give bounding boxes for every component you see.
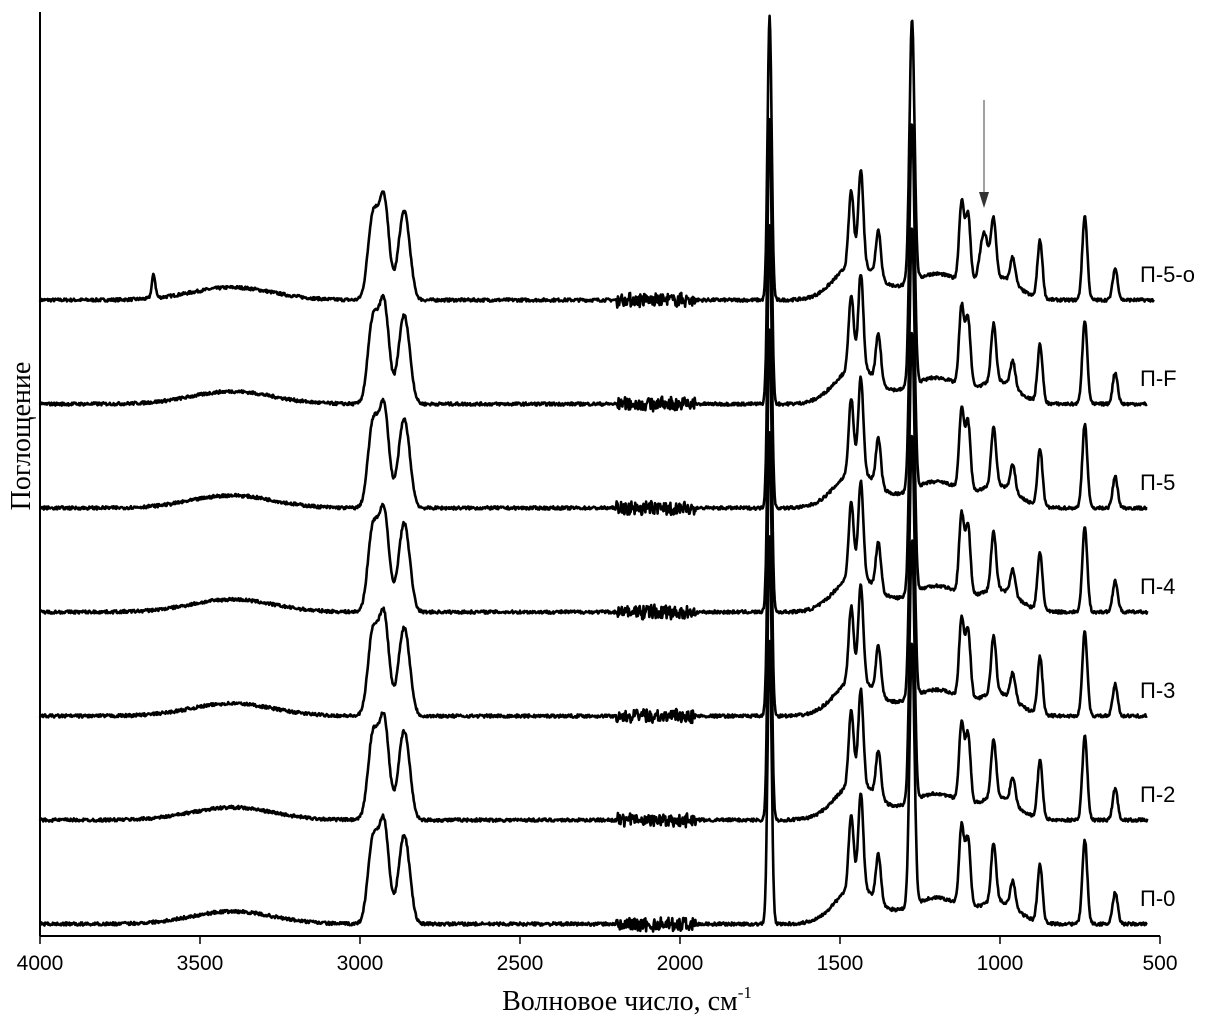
series-label: П-4	[1140, 574, 1175, 599]
series-label: П-5	[1140, 470, 1175, 495]
series-labels: П-5-о П-F П-5 П-4 П-3 П-2 П-0	[1140, 262, 1195, 911]
x-tick-label: 4000	[17, 952, 64, 975]
x-axis-title-text: Волновое число, см	[502, 986, 738, 1017]
arrow-head-icon	[979, 192, 989, 208]
y-axis-title: Поглощение	[6, 362, 37, 511]
series-line	[39, 224, 1148, 517]
x-axis-title: Волновое число, см-1	[502, 983, 752, 1017]
x-tick-label: 3000	[337, 952, 384, 975]
series-label: П-3	[1140, 678, 1175, 703]
x-tick-label: 1500	[817, 952, 864, 975]
series-label: П-F	[1140, 366, 1177, 391]
series-line	[38, 535, 1149, 829]
x-tick-label: 2500	[497, 952, 544, 975]
series-line	[38, 117, 1148, 413]
x-tick-label: 2000	[657, 952, 704, 975]
series-line	[39, 328, 1149, 621]
x-tick-label: 1000	[977, 952, 1024, 975]
series-layer	[38, 14, 1155, 933]
series-line	[39, 639, 1148, 933]
series-label: П-0	[1140, 886, 1175, 911]
series-line	[38, 431, 1148, 725]
x-ticks: 4000 3500 3000 2500 2000 1500 1000 500	[17, 936, 1178, 975]
x-axis-title-superscript: -1	[738, 983, 752, 1002]
series-line	[38, 14, 1155, 309]
x-tick-label: 500	[1142, 952, 1177, 975]
x-tick-label: 3500	[177, 952, 224, 975]
series-label: П-5-о	[1140, 262, 1195, 287]
series-label: П-2	[1140, 782, 1175, 807]
arrow-annotation	[979, 100, 989, 208]
